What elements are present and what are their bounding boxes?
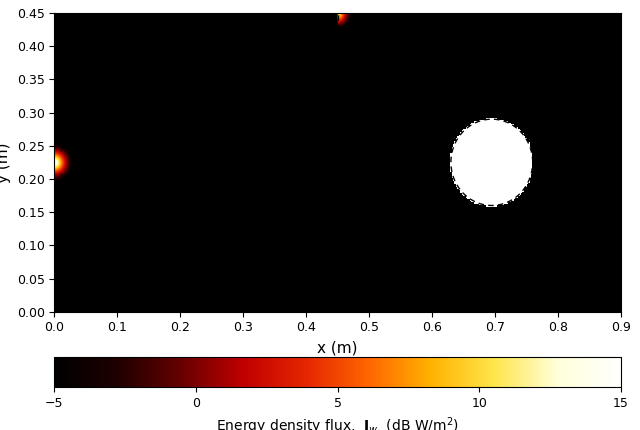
Y-axis label: y (m): y (m): [0, 142, 11, 183]
X-axis label: Energy density flux,  $\mathbf{J}_w$  (dB W/m$^2$): Energy density flux, $\mathbf{J}_w$ (dB …: [216, 415, 459, 430]
X-axis label: x (m): x (m): [317, 340, 358, 355]
